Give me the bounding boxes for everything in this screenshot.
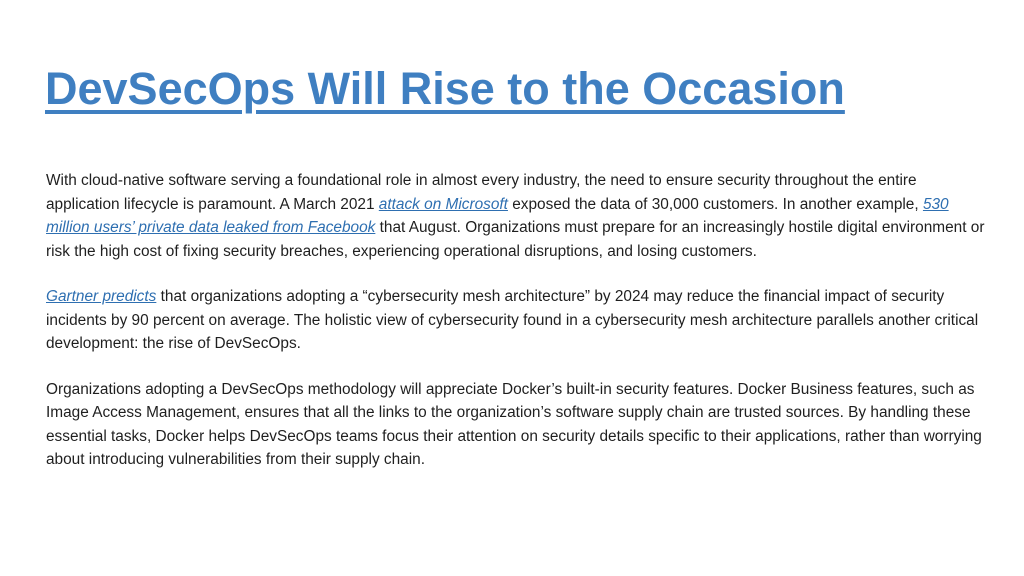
paragraph-1: With cloud-native software serving a fou… [46,169,986,263]
attack-on-microsoft-link[interactable]: attack on Microsoft [378,195,508,213]
gartner-predicts-link[interactable]: Gartner predicts [46,288,157,305]
paragraph-1-text-3: that August. Organizations must prepare … [46,219,985,260]
slide-title-link[interactable]: DevSecOps Will Rise to the Occasion [45,63,845,114]
facebook-leak-link[interactable]: 530 million users’ private data leaked f… [46,195,949,237]
paragraph-2: Gartner predicts that organizations adop… [46,285,986,356]
paragraph-1-text-2: exposed the data of 30,000 customers. In… [507,195,923,213]
paragraph-3: Organizations adopting a DevSecOps metho… [46,378,986,472]
paragraph-1-text-1: With cloud-native software serving a fou… [46,172,917,213]
slide-body: With cloud-native software serving a fou… [46,169,986,494]
paragraph-2-text-1: that organizations adopting a “cybersecu… [46,288,979,352]
paragraph-3-text-1: Organizations adopting a DevSecOps metho… [46,380,982,469]
